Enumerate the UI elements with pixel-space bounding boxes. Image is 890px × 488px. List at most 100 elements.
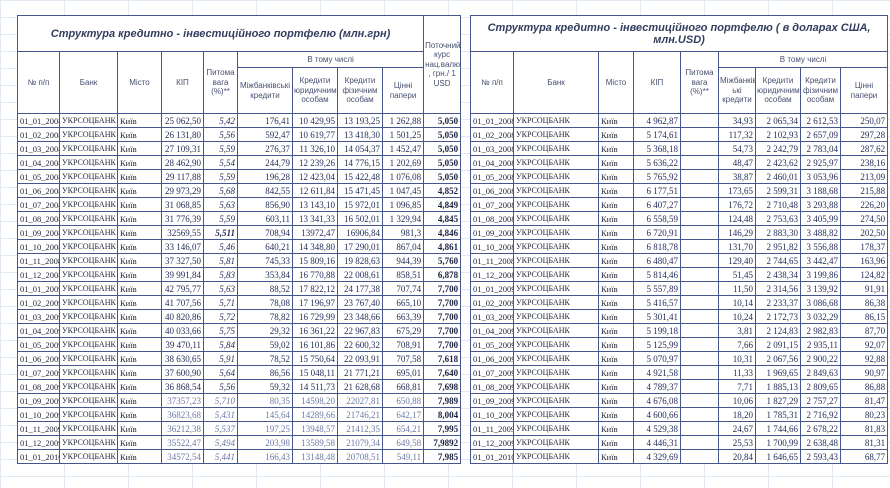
cell-city[interactable]: Київ xyxy=(117,295,162,310)
cell-legal[interactable]: 1 700,99 xyxy=(755,435,801,450)
cell-rate[interactable]: 8,004 xyxy=(423,407,462,422)
cell-bank[interactable]: УКРСОЦБАНК xyxy=(59,211,118,226)
cell-bank[interactable]: УКРСОЦБАНК xyxy=(59,141,118,156)
cell-securities[interactable]: 675,29 xyxy=(381,323,425,338)
cell-securities[interactable]: 1 329,94 xyxy=(381,211,425,226)
cell-city[interactable]: Київ xyxy=(598,127,634,142)
cell-interbank[interactable]: 166,43 xyxy=(237,449,293,464)
cell-share[interactable] xyxy=(680,253,719,268)
cell-share[interactable]: 5,59 xyxy=(203,211,238,226)
cell-interbank[interactable]: 129,40 xyxy=(718,253,756,268)
cell-share[interactable] xyxy=(680,211,719,226)
cell-securities[interactable]: 238,16 xyxy=(839,155,889,170)
cell-kip[interactable]: 37 600,90 xyxy=(161,365,204,380)
cell-share[interactable]: 5,710 xyxy=(203,393,238,408)
cell-legal[interactable]: 2 753,63 xyxy=(755,211,801,226)
cell-securities[interactable]: 707,74 xyxy=(381,281,425,296)
cell-date[interactable]: 01_05_2008 xyxy=(17,169,60,184)
cell-kip[interactable]: 32569,55 xyxy=(161,225,204,240)
cell-bank[interactable]: УКРСОЦБАНК xyxy=(59,421,118,436)
cell-interbank[interactable]: 117,32 xyxy=(718,127,756,142)
cell-legal[interactable]: 2 951,82 xyxy=(755,239,801,254)
cell-date[interactable]: 01_08_2008 xyxy=(470,211,514,226)
cell-kip[interactable]: 6 177,51 xyxy=(633,183,681,198)
cell-rate[interactable]: 7,700 xyxy=(423,323,462,338)
cell-legal[interactable]: 2 460,01 xyxy=(755,169,801,184)
cell-bank[interactable]: УКРСОЦБАНК xyxy=(513,407,599,422)
cell-bank[interactable]: УКРСОЦБАНК xyxy=(59,365,118,380)
cell-interbank[interactable]: 640,21 xyxy=(237,239,293,254)
cell-securities[interactable]: 944,39 xyxy=(381,253,425,268)
cell-date[interactable]: 01_06_2008 xyxy=(17,183,60,198)
cell-securities[interactable]: 297,28 xyxy=(839,127,889,142)
cell-individual[interactable]: 3 488,82 xyxy=(800,225,841,240)
cell-securities[interactable]: 1 501,25 xyxy=(381,127,425,142)
cell-interbank[interactable]: 592,47 xyxy=(237,127,293,142)
cell-securities[interactable]: 92,88 xyxy=(839,351,889,366)
cell-securities[interactable]: 202,50 xyxy=(839,225,889,240)
cell-kip[interactable]: 36823,68 xyxy=(161,407,204,422)
cell-individual[interactable]: 3 442,47 xyxy=(800,253,841,268)
cell-legal[interactable]: 2 091,15 xyxy=(755,337,801,352)
cell-bank[interactable]: УКРСОЦБАНК xyxy=(59,253,118,268)
cell-share[interactable]: 5,431 xyxy=(203,407,238,422)
cell-legal[interactable]: 1 827,29 xyxy=(755,393,801,408)
cell-city[interactable]: Київ xyxy=(117,183,162,198)
cell-interbank[interactable]: 3,81 xyxy=(718,323,756,338)
cell-securities[interactable]: 163,96 xyxy=(839,253,889,268)
cell-rate[interactable]: 7,700 xyxy=(423,309,462,324)
cell-interbank[interactable]: 29,32 xyxy=(237,323,293,338)
cell-legal[interactable]: 12 611,84 xyxy=(292,183,338,198)
cell-date[interactable]: 01_02_2009 xyxy=(17,295,60,310)
cell-legal[interactable]: 2 065,34 xyxy=(755,113,801,128)
cell-share[interactable]: 5,63 xyxy=(203,197,238,212)
cell-share[interactable]: 5,81 xyxy=(203,253,238,268)
cell-kip[interactable]: 29 117,88 xyxy=(161,169,204,184)
cell-bank[interactable]: УКРСОЦБАНК xyxy=(513,295,599,310)
cell-bank[interactable]: УКРСОЦБАНК xyxy=(59,407,118,422)
cell-individual[interactable]: 22 093,91 xyxy=(337,351,383,366)
cell-city[interactable]: Київ xyxy=(598,155,634,170)
cell-securities[interactable]: 87,70 xyxy=(839,323,889,338)
cell-date[interactable]: 01_12_2009 xyxy=(470,435,514,450)
cell-bank[interactable]: УКРСОЦБАНК xyxy=(59,323,118,338)
cell-city[interactable]: Київ xyxy=(117,365,162,380)
cell-securities[interactable]: 695,01 xyxy=(381,365,425,380)
cell-date[interactable]: 01_02_2009 xyxy=(470,295,514,310)
cell-share[interactable] xyxy=(680,295,719,310)
cell-bank[interactable]: УКРСОЦБАНК xyxy=(59,169,118,184)
cell-interbank[interactable]: 131,70 xyxy=(718,239,756,254)
cell-interbank[interactable]: 54,73 xyxy=(718,141,756,156)
cell-date[interactable]: 01_05_2009 xyxy=(17,337,60,352)
cell-bank[interactable]: УКРСОЦБАНК xyxy=(513,421,599,436)
cell-individual[interactable]: 3 086,68 xyxy=(800,295,841,310)
cell-individual[interactable]: 19 828,63 xyxy=(337,253,383,268)
cell-legal[interactable]: 2 102,93 xyxy=(755,127,801,142)
cell-individual[interactable]: 20708,51 xyxy=(337,449,383,464)
cell-interbank[interactable]: 25,53 xyxy=(718,435,756,450)
cell-kip[interactable]: 6 480,47 xyxy=(633,253,681,268)
cell-bank[interactable]: УКРСОЦБАНК xyxy=(513,393,599,408)
cell-securities[interactable]: 80,23 xyxy=(839,407,889,422)
cell-share[interactable] xyxy=(680,351,719,366)
cell-rate[interactable]: 4,845 xyxy=(423,211,462,226)
cell-kip[interactable]: 5 070,97 xyxy=(633,351,681,366)
cell-kip[interactable]: 5 765,92 xyxy=(633,169,681,184)
cell-individual[interactable]: 2 593,43 xyxy=(800,449,841,464)
cell-date[interactable]: 01_10_2008 xyxy=(17,239,60,254)
cell-date[interactable]: 01_07_2009 xyxy=(17,365,60,380)
cell-date[interactable]: 01_07_2008 xyxy=(470,197,514,212)
cell-date[interactable]: 01_06_2009 xyxy=(17,351,60,366)
cell-individual[interactable]: 2 935,11 xyxy=(800,337,841,352)
cell-bank[interactable]: УКРСОЦБАНК xyxy=(513,281,599,296)
cell-date[interactable]: 01_05_2008 xyxy=(470,169,514,184)
cell-individual[interactable]: 23 348,66 xyxy=(337,309,383,324)
cell-interbank[interactable]: 24,67 xyxy=(718,421,756,436)
cell-interbank[interactable]: 51,45 xyxy=(718,267,756,282)
cell-kip[interactable]: 40 820,86 xyxy=(161,309,204,324)
cell-legal[interactable]: 2 883,30 xyxy=(755,225,801,240)
cell-kip[interactable]: 6 720,91 xyxy=(633,225,681,240)
cell-securities[interactable]: 1 076,08 xyxy=(381,169,425,184)
cell-legal[interactable]: 2 233,37 xyxy=(755,295,801,310)
cell-individual[interactable]: 3 199,86 xyxy=(800,267,841,282)
